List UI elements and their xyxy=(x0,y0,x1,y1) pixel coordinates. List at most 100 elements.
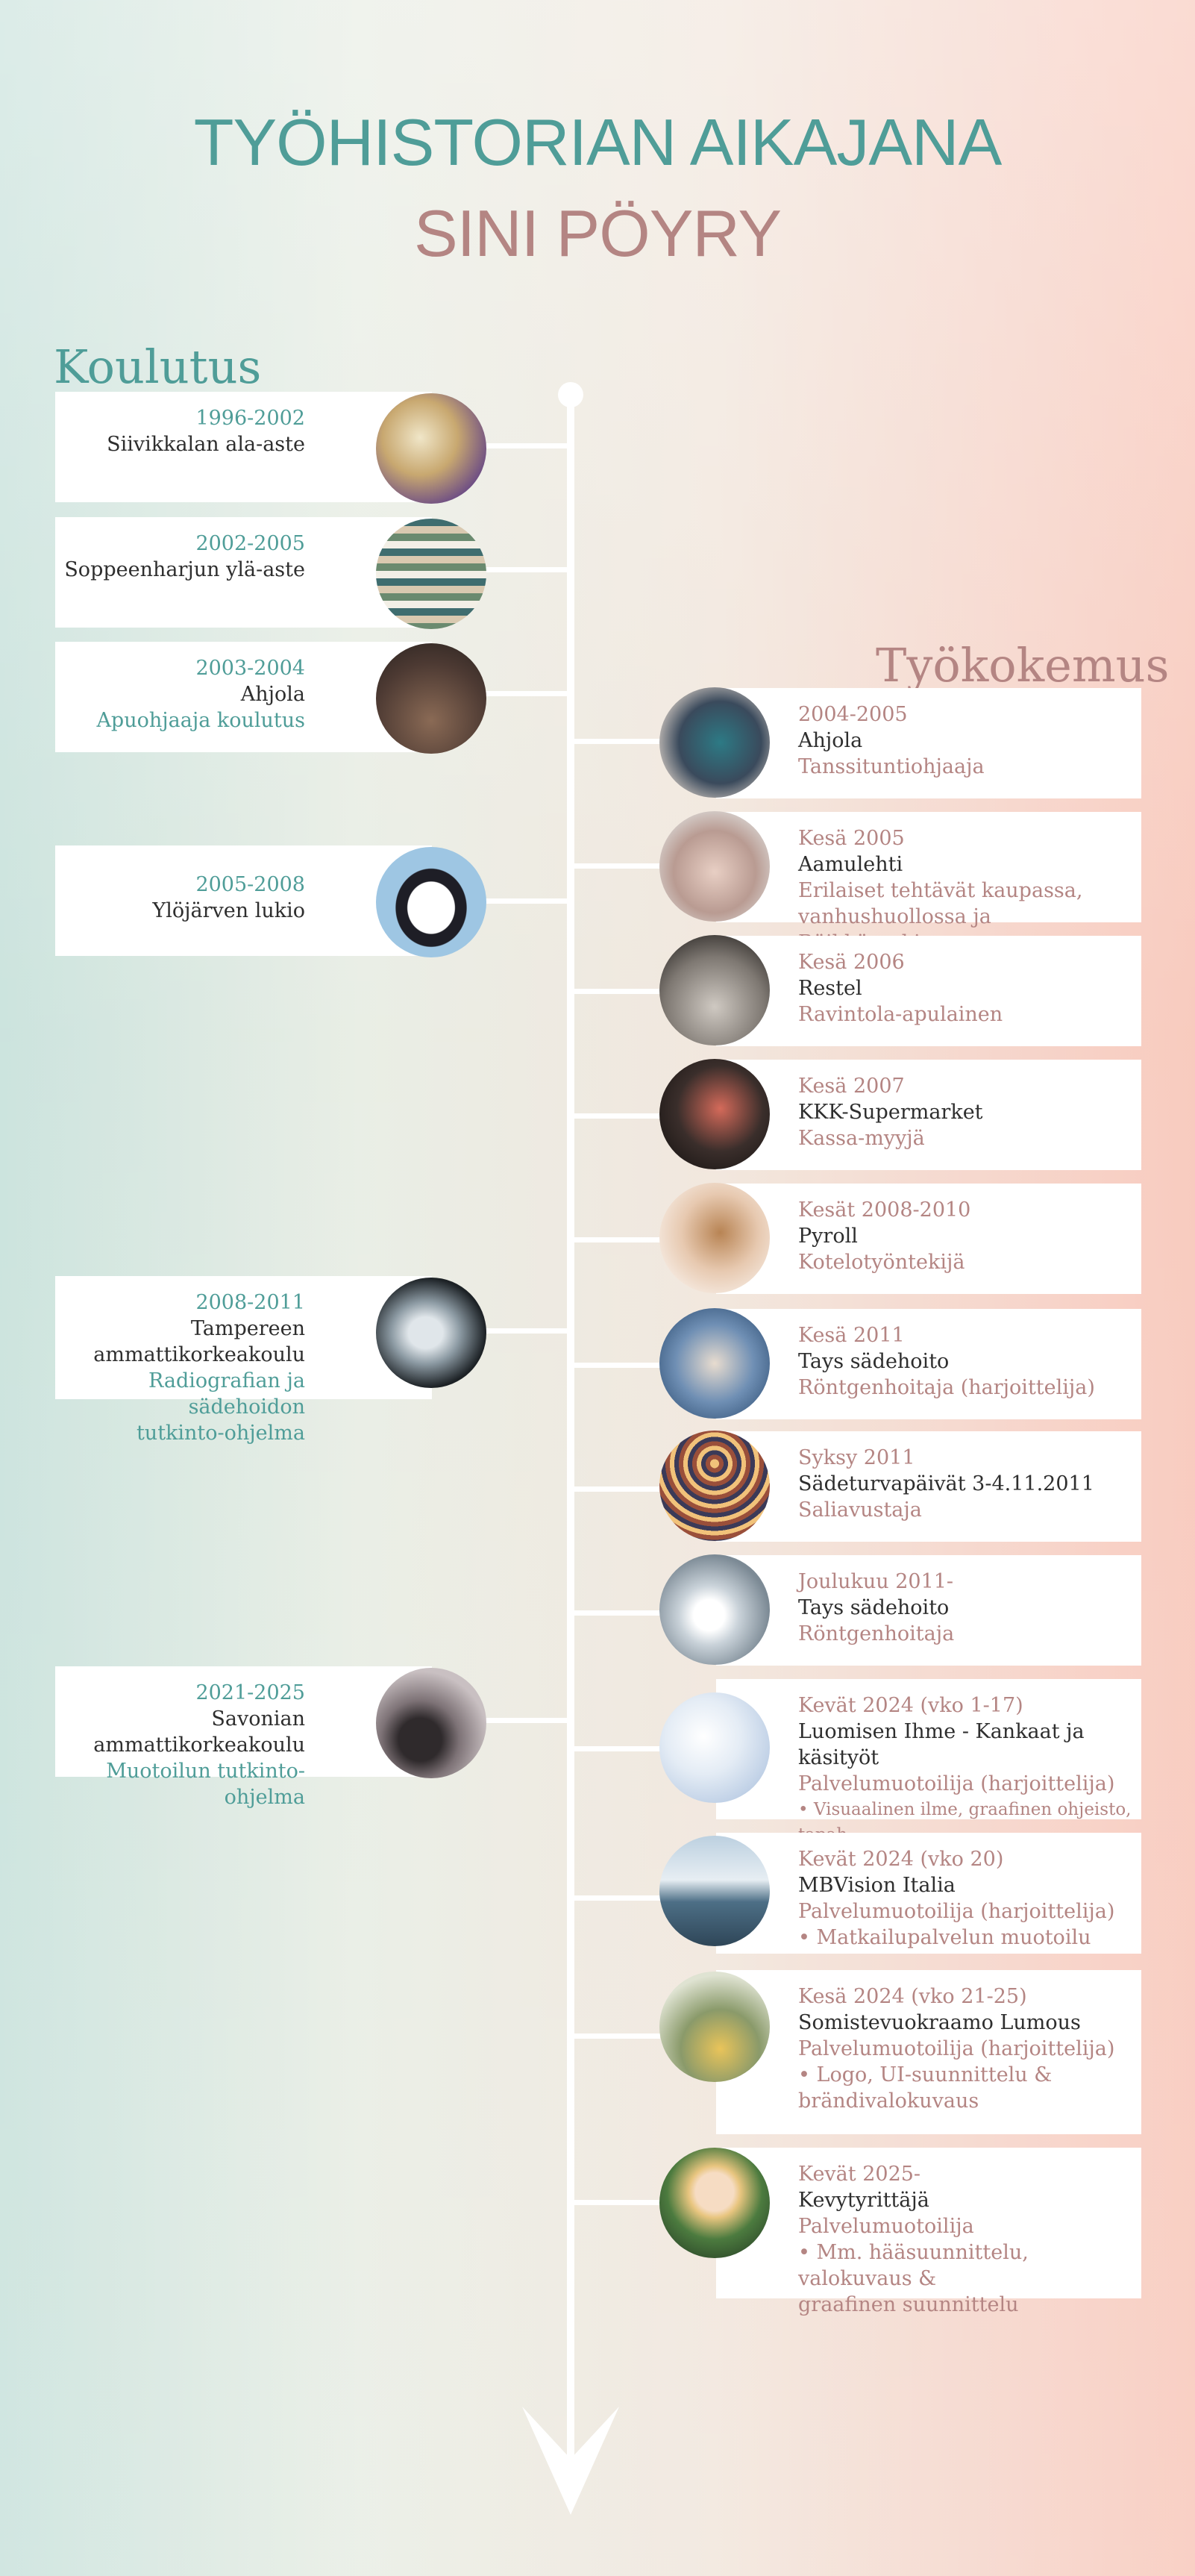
connector xyxy=(571,1610,660,1616)
work-name: Pyroll xyxy=(798,1225,858,1248)
education-year: 2003-2004 xyxy=(195,657,305,680)
timeline-start-dot xyxy=(558,382,583,407)
work-item: Kevät 2024 (vko 1-17) Luomisen Ihme - Ka… xyxy=(716,1679,1141,1870)
work-item: Kesä 2006 Restel Ravintola-apulainen xyxy=(716,936,1141,1046)
work-item: 2004-2005 Ahjola Tanssituntiohjaaja xyxy=(716,688,1141,798)
education-role: Apuohjaaja koulutus xyxy=(96,709,305,732)
page-title: TYÖHISTORIAN AIKAJANA xyxy=(193,105,1003,179)
work-photo xyxy=(659,2148,770,2258)
education-year: 2008-2011 xyxy=(195,1291,305,1314)
timeline-arrow-icon xyxy=(522,2407,619,2515)
work-detail: • Logo, UI-suunnittelu & xyxy=(798,2063,1053,2086)
work-photo xyxy=(659,811,770,922)
education-item: 2003-2004 Ahjola Apuohjaaja koulutus xyxy=(55,642,432,752)
work-detail: Palvelumuotoilija (harjoittelija) xyxy=(798,1900,1115,1923)
work-detail: Erilaiset tehtävät kaupassa, xyxy=(798,879,1083,902)
education-year: 2005-2008 xyxy=(195,873,305,896)
work-detail: Palvelumuotoilija (harjoittelija) xyxy=(798,2037,1115,2060)
work-year: Kesät 2008-2010 xyxy=(798,1198,971,1222)
connector xyxy=(571,2200,660,2205)
work-year: Joulukuu 2011- xyxy=(798,1570,954,1593)
education-role: Muotoilun tutkinto-ohjelma xyxy=(106,1760,305,1809)
work-item: Kesä 2024 (vko 21-25) Somistevuokraamo L… xyxy=(716,1970,1141,2134)
work-name: MBVision Italia xyxy=(798,1874,956,1897)
work-item: Kesät 2008-2010 Pyroll Kotelotyöntekijä xyxy=(716,1184,1141,1294)
work-name: Sädeturvapäivät 3-4.11.2011 xyxy=(798,1472,1094,1495)
education-year: 1996-2002 xyxy=(195,407,305,430)
connector xyxy=(571,1363,660,1368)
work-item: Kesä 2007 KKK-Supermarket Kassa-myyjä xyxy=(716,1060,1141,1170)
education-item: 2008-2011 Tampereen ammattikorkeakoulu R… xyxy=(55,1276,432,1445)
work-detail: Röntgenhoitaja (harjoittelija) xyxy=(798,1376,1095,1399)
work-detail: Röntgenhoitaja xyxy=(798,1622,955,1645)
connector xyxy=(571,1895,660,1901)
connector xyxy=(571,739,660,744)
work-detail: Ravintola-apulainen xyxy=(798,1003,1003,1026)
work-detail: Palvelumuotoilija (harjoittelija) xyxy=(798,1772,1115,1795)
education-name: Savonian ammattikorkeakoulu xyxy=(93,1707,305,1757)
education-item: 2002-2005 Soppeenharjun ylä-aste xyxy=(55,517,432,628)
connector xyxy=(418,1328,571,1334)
timeline-axis xyxy=(567,394,574,2469)
education-year: 2021-2025 xyxy=(195,1681,305,1704)
connector xyxy=(418,443,571,448)
connector xyxy=(571,1746,660,1751)
education-name: Ylöjärven lukio xyxy=(152,899,305,922)
work-detail: • Mm. hääsuunnittelu, valokuvaus & xyxy=(798,2241,1029,2290)
education-name: Tampereen ammattikorkeakoulu xyxy=(93,1317,305,1366)
work-detail: graafinen suunnittelu xyxy=(798,2293,1019,2316)
work-name: Restel xyxy=(798,977,862,1000)
education-item: 2021-2025 Savonian ammattikorkeakoulu Mu… xyxy=(55,1666,432,1809)
education-name: Soppeenharjun ylä-aste xyxy=(64,558,305,581)
work-item: Syksy 2011 Sädeturvapäivät 3-4.11.2011 S… xyxy=(716,1431,1141,1542)
work-item: Kesä 2005 Aamulehti Erilaiset tehtävät k… xyxy=(716,812,1141,954)
work-name: Aamulehti xyxy=(798,853,903,876)
work-year: Kesä 2011 xyxy=(798,1324,905,1347)
work-item: Kevät 2025- Kevytyrittäjä Palvelumuotoil… xyxy=(716,2148,1141,2316)
work-photo xyxy=(659,1183,770,1293)
education-item: 2005-2008 Ylöjärven lukio xyxy=(55,845,432,956)
connector xyxy=(571,1113,660,1119)
work-photo xyxy=(659,1554,770,1665)
connector xyxy=(571,1486,660,1492)
work-photo xyxy=(659,1059,770,1169)
education-heading: Koulutus xyxy=(54,340,262,394)
work-photo xyxy=(659,1308,770,1419)
education-photo xyxy=(376,519,486,629)
work-year: Kesä 2007 xyxy=(798,1075,905,1098)
connector xyxy=(418,567,571,572)
work-photo xyxy=(659,1431,770,1541)
connector xyxy=(418,691,571,696)
education-role: Radiografian ja sädehoidon xyxy=(148,1369,305,1419)
connector xyxy=(418,898,571,904)
connector xyxy=(571,989,660,994)
work-detail: Kotelotyöntekijä xyxy=(798,1251,965,1274)
education-role: tutkinto-ohjelma xyxy=(136,1422,305,1445)
work-name: Luomisen Ihme - Kankaat ja käsityöt xyxy=(798,1720,1085,1769)
education-photo xyxy=(376,643,486,754)
work-item: Kevät 2024 (vko 20) MBVision Italia Palv… xyxy=(716,1833,1141,1954)
education-photo xyxy=(376,393,486,504)
work-photo xyxy=(659,1972,770,2082)
work-photo xyxy=(659,687,770,798)
work-photo xyxy=(659,1692,770,1803)
person-name: SINI PÖYRY xyxy=(413,196,782,270)
education-photo xyxy=(376,1278,486,1388)
work-photo xyxy=(659,935,770,1045)
work-year: Kesä 2024 (vko 21-25) xyxy=(798,1985,1027,2008)
education-photo xyxy=(376,847,486,957)
work-name: Ahjola xyxy=(798,729,863,752)
work-detail: Kassa-myyjä xyxy=(798,1127,925,1150)
work-year: 2004-2005 xyxy=(798,703,908,726)
work-item: Kesä 2011 Tays sädehoito Röntgenhoitaja … xyxy=(716,1309,1141,1419)
education-name: Siivikkalan ala-aste xyxy=(107,433,305,456)
work-detail: Tanssituntiohjaaja xyxy=(798,755,985,778)
education-photo xyxy=(376,1668,486,1778)
work-name: Somistevuokraamo Lumous xyxy=(798,2011,1081,2034)
work-year: Syksy 2011 xyxy=(798,1446,915,1469)
work-name: KKK-Supermarket xyxy=(798,1101,983,1124)
connector xyxy=(418,1718,571,1723)
work-name: Tays sädehoito xyxy=(798,1596,950,1619)
work-detail: Saliavustaja xyxy=(798,1498,922,1522)
work-year: Kevät 2025- xyxy=(798,2163,921,2186)
